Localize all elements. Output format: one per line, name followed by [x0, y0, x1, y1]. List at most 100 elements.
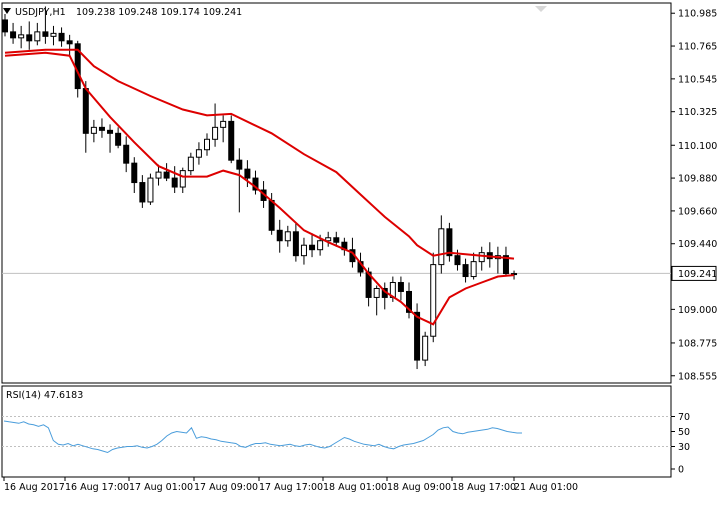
candle-body-down: [131, 162, 138, 184]
time-axis: 16 Aug 2017 16 Aug 17:00 17 Aug 01:00 17 Au…: [3, 477, 578, 493]
candle: [397, 276, 404, 301]
candle-body-down: [82, 88, 89, 134]
price-tick-label: 110.765: [678, 42, 717, 53]
candle-body-up: [90, 126, 97, 134]
candle-body-up: [511, 273, 518, 276]
candle: [171, 166, 178, 193]
candle: [26, 21, 33, 50]
scroll-shift-marker-icon[interactable]: [535, 6, 547, 12]
candle-body-up: [147, 177, 154, 203]
candle-body-up: [18, 34, 25, 39]
candle: [58, 27, 65, 47]
candle: [34, 22, 41, 46]
candle: [115, 127, 122, 149]
candle: [212, 103, 219, 147]
candle: [139, 175, 146, 208]
candle-body-down: [309, 244, 316, 251]
candle: [50, 25, 57, 46]
candle: [155, 164, 162, 186]
candle-body-down: [107, 129, 114, 134]
candle: [438, 215, 445, 274]
main-chart-frame: [1, 2, 672, 384]
time-tick-label: 17 Aug 09:00: [194, 482, 258, 493]
candle: [325, 231, 332, 247]
price-tick-label: 110.325: [678, 107, 717, 118]
candle-body-up: [438, 228, 445, 266]
price-tick-label: 110.985: [678, 9, 717, 20]
rsi-chart-frame: [1, 385, 672, 478]
candle: [195, 142, 202, 165]
candle-body-down: [502, 255, 509, 275]
candle: [309, 233, 316, 258]
candle: [446, 222, 453, 262]
rsi-tick-label: 70: [678, 412, 690, 423]
candle: [98, 118, 105, 138]
candle-body-down: [66, 40, 73, 45]
candle: [228, 115, 235, 164]
candle-body-up: [155, 171, 162, 179]
candle: [276, 219, 283, 253]
candle: [220, 115, 227, 143]
candle-body-up: [317, 240, 324, 251]
candle: [179, 167, 186, 193]
time-tick-label: 17 Aug 17:00: [259, 482, 323, 493]
candle-body-down: [292, 231, 299, 257]
candle-body-up: [187, 156, 194, 172]
candle: [486, 242, 493, 268]
candle-body-down: [454, 255, 461, 266]
candle: [107, 124, 114, 153]
candle: [414, 303, 421, 370]
candle-body-up: [325, 237, 332, 242]
candle: [462, 258, 469, 283]
candle-body-up: [204, 138, 210, 151]
candle: [236, 148, 243, 213]
candle-body-down: [115, 132, 122, 146]
candle: [470, 252, 477, 280]
candle: [341, 237, 348, 256]
candle-body-down: [2, 19, 8, 33]
candle-body-down: [397, 282, 404, 292]
envelope-upper-line: [4, 48, 515, 260]
candle-body-down: [139, 182, 146, 203]
envelope-lower-line: [4, 51, 515, 326]
price-tick-label: 108.555: [678, 371, 717, 382]
rsi-axis: 70 50 30 0: [671, 412, 690, 476]
candle-body-down: [244, 168, 251, 179]
candle: [147, 173, 154, 205]
rsi-label: RSI(14) 47.6183: [6, 390, 83, 401]
time-tick-label: 16 Aug 2017: [4, 482, 65, 493]
price-tick-label: 109.880: [678, 174, 717, 185]
price-tick-label: 109.000: [678, 305, 717, 316]
candle: [478, 246, 485, 271]
candle-body-down: [446, 228, 453, 257]
candle-body-down: [123, 144, 130, 164]
candle-body-down: [268, 199, 275, 231]
candle-body-up: [430, 264, 437, 337]
price-tick-label: 108.775: [678, 338, 717, 349]
candle-body-down: [26, 34, 33, 42]
candle: [430, 252, 437, 343]
candle: [42, 6, 49, 44]
candle: [244, 160, 251, 188]
chart-header-symbol: USDJPY,H1: [15, 7, 66, 18]
candle-body-up: [478, 252, 485, 263]
candle-body-up: [220, 120, 227, 128]
candle-body-up: [373, 287, 380, 298]
price-tick-label: 110.100: [678, 141, 717, 152]
current-price-label: 109.241: [678, 269, 717, 280]
candle: [252, 170, 259, 195]
price-tick-label: 109.440: [678, 239, 717, 250]
triangle-down-icon[interactable]: [3, 8, 11, 14]
candle-body-down: [171, 177, 178, 188]
rsi-level-lines: [2, 416, 671, 447]
candle: [187, 152, 194, 176]
candle-body-down: [236, 159, 243, 170]
candle-body-up: [212, 126, 219, 140]
candle: [204, 133, 210, 156]
candle-body-down: [406, 290, 412, 313]
candle-body-down: [42, 31, 49, 37]
candle-body-down: [414, 311, 421, 361]
chart-header-ohlc: 109.238 109.248 109.174 109.241: [76, 7, 242, 18]
